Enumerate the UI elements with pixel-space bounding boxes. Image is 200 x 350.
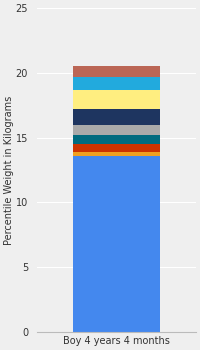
Bar xyxy=(73,77,160,90)
Bar xyxy=(73,152,160,156)
Y-axis label: Percentile Weight in Kilograms: Percentile Weight in Kilograms xyxy=(4,95,14,245)
Bar xyxy=(73,135,160,144)
Bar xyxy=(73,125,160,135)
Bar xyxy=(73,109,160,125)
Bar xyxy=(73,144,160,152)
Bar xyxy=(73,90,160,109)
Bar xyxy=(73,156,160,332)
Bar xyxy=(73,66,160,77)
